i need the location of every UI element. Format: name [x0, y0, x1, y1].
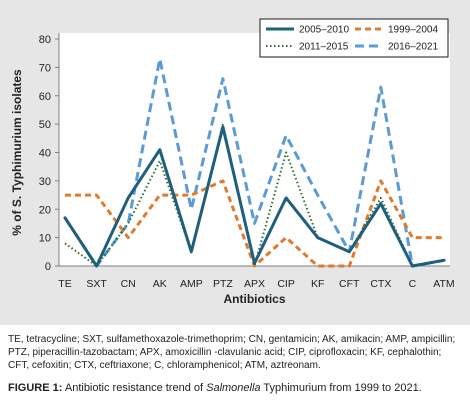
figure-caption: FIGURE 1: Antibiotic resistance trend of… — [8, 381, 463, 395]
series-line-2005-2010 — [63, 125, 446, 268]
x-tick-label: CFT — [339, 278, 360, 290]
caption-italic-genus: Salmonella — [206, 382, 261, 394]
legend-label: 2005–2010 — [299, 25, 349, 36]
x-tick-label: CTX — [370, 278, 391, 290]
x-tick-label: AK — [153, 278, 167, 290]
legend-label: 2011–2015 — [299, 42, 349, 53]
y-tick-label: 70 — [39, 62, 51, 74]
legend-label: 1999–2004 — [388, 25, 438, 36]
x-tick-label: SXT — [86, 278, 107, 290]
x-tick-label: ATM — [433, 278, 454, 290]
y-tick-label: 40 — [39, 148, 51, 160]
legend-label: 2016–2021 — [388, 42, 438, 53]
x-tick-label: APX — [244, 278, 265, 290]
x-tick-label: C — [409, 278, 417, 290]
x-tick-label: PTZ — [213, 278, 233, 290]
caption-text-before: Antibiotic resistance trend of — [64, 382, 204, 394]
legend-box — [259, 18, 449, 58]
y-tick-label: 10 — [39, 233, 51, 245]
x-tick-label: KF — [311, 278, 324, 290]
y-tick-label: 20 — [39, 204, 51, 216]
x-tick-label: CIP — [277, 278, 295, 290]
y-axis-title: % of S. Typhimurium isolates — [10, 69, 24, 236]
x-tick-label: CN — [121, 278, 136, 290]
x-tick-label: AMP — [180, 278, 203, 290]
y-tick-label: 80 — [39, 34, 51, 46]
y-tick-label: 30 — [39, 176, 51, 188]
series-line-1999-2004 — [65, 179, 444, 268]
figure-label: FIGURE 1: — [8, 382, 63, 394]
y-tick-label: 60 — [39, 91, 51, 103]
abbreviation-footnote: TE, tetracycline; SXT, sulfamethoxazole-… — [8, 334, 456, 371]
y-tick-label: 0 — [45, 261, 51, 273]
series-line-2016-2021 — [63, 57, 445, 268]
x-tick-label: TE — [58, 278, 71, 290]
caption-text-after: Typhimurium from 1999 to 2021. — [263, 382, 422, 394]
figure-panel: 0 10 20 30 40 50 60 70 80 TE SXT CN AK AMP PTZ APX CIP KF… — [0, 0, 470, 325]
x-axis-title: Antibiotics — [224, 292, 286, 306]
line-chart: 0 10 20 30 40 50 60 70 80 TE SXT CN AK AMP PTZ APX CIP KF… — [10, 18, 455, 306]
series-line-2011-2015 — [64, 123, 445, 267]
y-tick-label: 50 — [39, 119, 51, 131]
